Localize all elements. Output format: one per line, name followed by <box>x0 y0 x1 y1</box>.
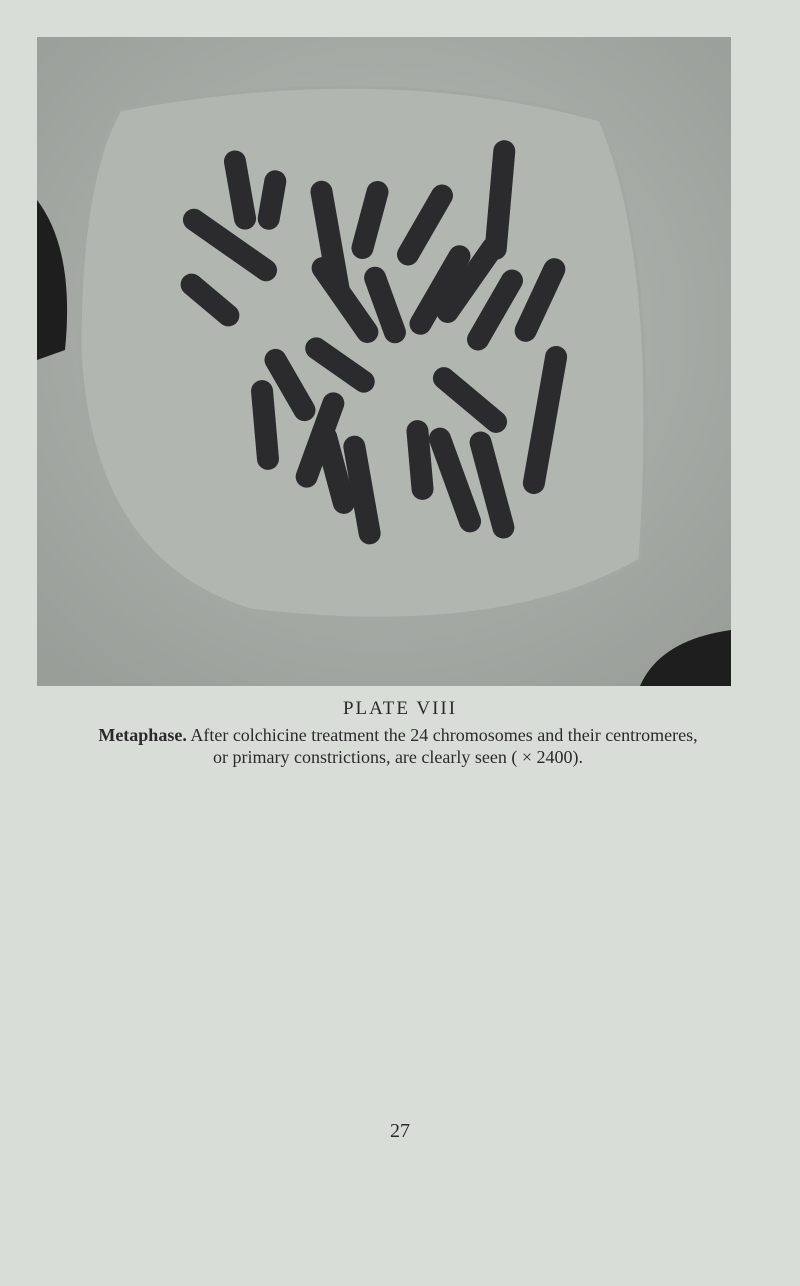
page-number: 27 <box>390 1120 410 1142</box>
caption-lead: Metaphase. <box>98 725 187 745</box>
plate-label: PLATE VIII <box>342 698 458 719</box>
caption-text: After colchicine treatment the 24 chromo… <box>190 725 698 767</box>
caption: Metaphase. After colchicine treatment th… <box>92 724 704 768</box>
micrograph <box>37 37 731 686</box>
